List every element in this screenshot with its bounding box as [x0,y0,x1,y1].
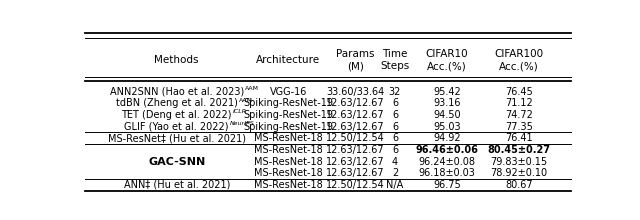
Text: Spiking-ResNet-19: Spiking-ResNet-19 [243,98,333,108]
Text: MS-ResNet-18: MS-ResNet-18 [254,180,323,190]
Text: 79.83±0.15: 79.83±0.15 [490,157,548,167]
Text: GLIF (Yao et al. 2022): GLIF (Yao et al. 2022) [124,121,229,132]
Text: ICLR: ICLR [233,109,247,114]
Text: 12.63/12.67: 12.63/12.67 [326,121,385,132]
Text: ANN‡ (Hu et al. 2021): ANN‡ (Hu et al. 2021) [124,180,230,190]
Text: MS-ResNet-18: MS-ResNet-18 [254,157,323,167]
Text: AAM: AAM [245,86,259,91]
Text: 12.63/12.67: 12.63/12.67 [326,168,385,178]
Text: 96.75: 96.75 [433,180,461,190]
Text: Spiking-ResNet-19: Spiking-ResNet-19 [243,121,333,132]
Text: 6: 6 [392,110,398,120]
Text: 96.24±0.08: 96.24±0.08 [419,157,476,167]
Text: AAM: AAM [239,98,253,103]
Text: NeurIPS: NeurIPS [230,121,255,126]
Text: 32: 32 [388,86,401,97]
Text: Methods: Methods [154,55,199,65]
Text: 76.41: 76.41 [505,133,532,143]
Text: 33.60/33.64: 33.60/33.64 [326,86,385,97]
Text: 12.63/12.67: 12.63/12.67 [326,98,385,108]
Text: 93.16: 93.16 [433,98,461,108]
Text: 80.45±0.27: 80.45±0.27 [488,145,550,155]
Text: 94.92: 94.92 [433,133,461,143]
Text: ANN2SNN (Hao et al. 2023): ANN2SNN (Hao et al. 2023) [109,86,244,97]
Text: 6: 6 [392,145,398,155]
Text: CIFAR10
Acc.(%): CIFAR10 Acc.(%) [426,49,468,72]
Text: 96.18±0.03: 96.18±0.03 [419,168,476,178]
Text: MS-ResNet-18: MS-ResNet-18 [254,133,323,143]
Text: 95.42: 95.42 [433,86,461,97]
Text: GAC-SNN: GAC-SNN [148,157,205,167]
Text: 80.67: 80.67 [505,180,532,190]
Text: Params
(M): Params (M) [336,49,374,72]
Text: VGG-16: VGG-16 [269,86,307,97]
Text: 6: 6 [392,98,398,108]
Text: MS-ResNet-18: MS-ResNet-18 [254,168,323,178]
Text: 74.72: 74.72 [505,110,533,120]
Text: MS-ResNet-18: MS-ResNet-18 [254,145,323,155]
Text: 12.63/12.67: 12.63/12.67 [326,145,385,155]
Text: 2: 2 [392,168,398,178]
Text: Spiking-ResNet-19: Spiking-ResNet-19 [243,110,333,120]
Text: 12.63/12.67: 12.63/12.67 [326,157,385,167]
Text: Architecture: Architecture [256,55,321,65]
Text: 71.12: 71.12 [505,98,533,108]
Text: 76.45: 76.45 [505,86,533,97]
Text: N/A: N/A [387,180,404,190]
Text: 12.50/12.54: 12.50/12.54 [326,180,385,190]
Text: 78.92±0.10: 78.92±0.10 [490,168,548,178]
Text: 96.46±0.06: 96.46±0.06 [415,145,479,155]
Text: 12.50/12.54: 12.50/12.54 [326,133,385,143]
Text: MS-ResNet‡ (Hu et al. 2021): MS-ResNet‡ (Hu et al. 2021) [108,133,246,143]
Text: 94.50: 94.50 [433,110,461,120]
Text: 4: 4 [392,157,398,167]
Text: 6: 6 [392,133,398,143]
Text: 12.63/12.67: 12.63/12.67 [326,110,385,120]
Text: 77.35: 77.35 [505,121,533,132]
Text: 6: 6 [392,121,398,132]
Text: Time
Steps: Time Steps [380,49,410,72]
Text: CIFAR100
Acc.(%): CIFAR100 Acc.(%) [494,49,543,72]
Text: TET (Deng et al. 2022): TET (Deng et al. 2022) [122,110,232,120]
Text: tdBN (Zheng et al. 2021): tdBN (Zheng et al. 2021) [116,98,237,108]
Text: 95.03: 95.03 [433,121,461,132]
